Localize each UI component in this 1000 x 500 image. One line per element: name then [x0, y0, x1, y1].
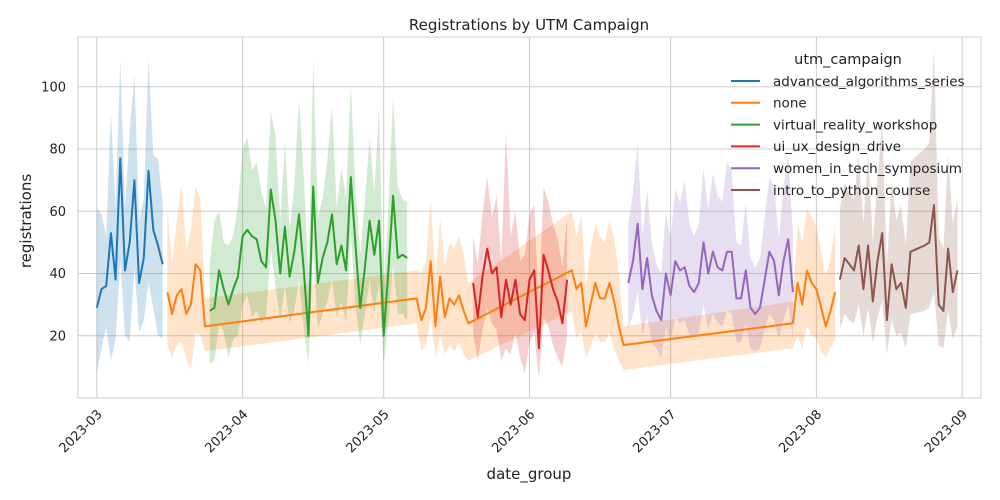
series-line-women_in_tech_symposium: [627, 222, 794, 322]
legend-item: virtual_reality_workshop: [731, 117, 937, 133]
band-ui_ux_design_drive: [473, 130, 568, 380]
legend-item: advanced_algorithms_series: [731, 74, 965, 90]
legend-item: none: [731, 96, 807, 112]
chart-title: Registrations by UTM Campaign: [409, 16, 649, 34]
y-axis-ticks: 20 40 60 80 100: [41, 80, 66, 344]
band-women_in_tech_symposium: [628, 142, 793, 358]
band-advanced_algorithms_series: [96, 58, 163, 374]
series-line-none: [166, 260, 837, 347]
plot-frame: [77, 36, 982, 399]
legend-label: none: [773, 96, 807, 112]
band-none: [167, 183, 836, 370]
y-tick-label: 40: [49, 267, 66, 282]
legend-title: utm_campaign: [794, 52, 902, 68]
series-lines: [95, 157, 959, 350]
band-intro_to_python_course: [839, 49, 958, 355]
series-line-advanced_algorithms_series: [95, 157, 164, 309]
legend-label: virtual_reality_workshop: [773, 117, 937, 133]
legend-item: intro_to_python_course: [731, 183, 930, 199]
y-axis-label: registrations: [17, 174, 35, 269]
series-line-intro_to_python_course: [838, 204, 959, 322]
y-tick-label: 80: [49, 143, 66, 158]
legend-label: ui_ux_design_drive: [773, 139, 901, 155]
legend: utm_campaign advanced_algorithms_seriesn…: [731, 52, 965, 199]
legend-label: intro_to_python_course: [773, 183, 930, 199]
y-tick-label: 20: [49, 329, 66, 344]
legend-label: advanced_algorithms_series: [773, 74, 965, 90]
y-tick-label: 100: [41, 80, 66, 95]
x-axis-label: date_group: [487, 465, 572, 484]
legend-item: ui_ux_design_drive: [731, 139, 901, 155]
legend-item: women_in_tech_symposium: [731, 161, 962, 177]
y-tick-label: 60: [49, 205, 66, 220]
series-line-ui_ux_design_drive: [472, 247, 569, 350]
legend-label: women_in_tech_symposium: [773, 161, 962, 177]
grid: [78, 37, 981, 398]
series-line-virtual_reality_workshop: [209, 176, 408, 337]
